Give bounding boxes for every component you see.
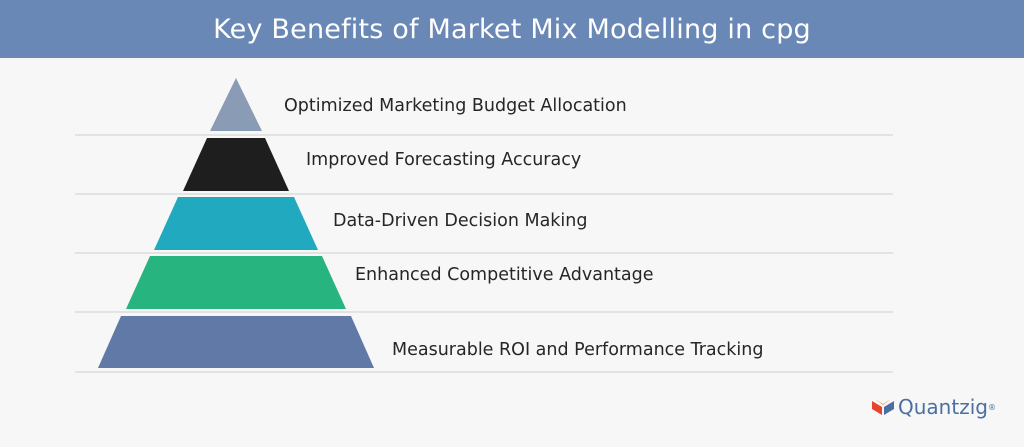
quantzig-logo-icon [872, 399, 894, 415]
logo-trademark: ® [987, 402, 996, 412]
level-label-4: Enhanced Competitive Advantage [355, 265, 654, 285]
pyramid-level-3 [154, 197, 318, 250]
level-label-1: Optimized Marketing Budget Allocation [284, 96, 627, 116]
level-label-2: Improved Forecasting Accuracy [306, 150, 582, 170]
pyramid-level-4 [126, 256, 346, 309]
pyramid-level-2 [183, 138, 289, 191]
logo-text: Quantzig [898, 395, 988, 419]
level-label-3: Data-Driven Decision Making [333, 211, 588, 231]
title-banner: Key Benefits of Market Mix Modelling in … [0, 0, 1024, 58]
level-label-5: Measurable ROI and Performance Tracking [392, 340, 764, 360]
pyramid-level-5 [98, 316, 374, 368]
quantzig-logo: Quantzig ® [871, 395, 996, 419]
pyramid-level-1 [210, 78, 262, 131]
page-title: Key Benefits of Market Mix Modelling in … [213, 13, 811, 45]
